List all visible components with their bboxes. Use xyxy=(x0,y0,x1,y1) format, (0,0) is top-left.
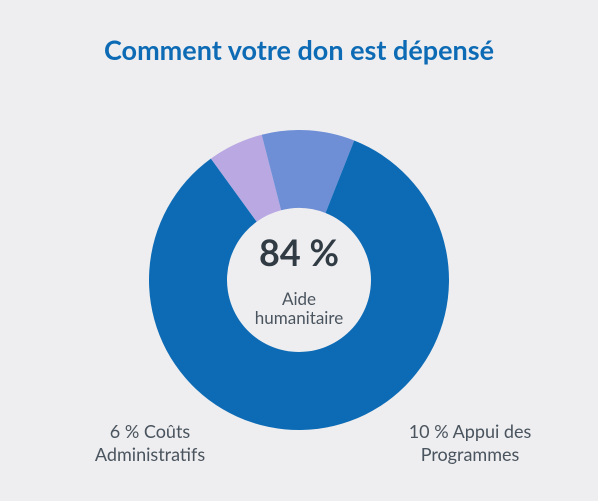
label-admin-line1: 6 % Coûts xyxy=(110,420,190,442)
chart-title: Comment votre don est dépensé xyxy=(0,33,598,66)
label-prog-line1: 10 % Appui des xyxy=(409,420,532,442)
donut-center-line2: humanitaire xyxy=(255,309,343,328)
donut-center-line1: Aide xyxy=(282,290,316,309)
donation-breakdown-chart: Comment votre don est dépensé 84 % Aide … xyxy=(0,0,598,501)
label-admin-costs: 6 % Coûts Administratifs xyxy=(50,420,250,467)
donut-chart: 84 % Aide humanitaire xyxy=(149,130,449,430)
label-programme-support: 10 % Appui des Programmes xyxy=(360,420,580,467)
donut-center-caption: 84 % Aide humanitaire xyxy=(227,208,371,352)
donut-center-percent: 84 % xyxy=(259,233,339,273)
label-admin-line2: Administratifs xyxy=(95,443,205,465)
label-prog-line2: Programmes xyxy=(421,443,520,465)
